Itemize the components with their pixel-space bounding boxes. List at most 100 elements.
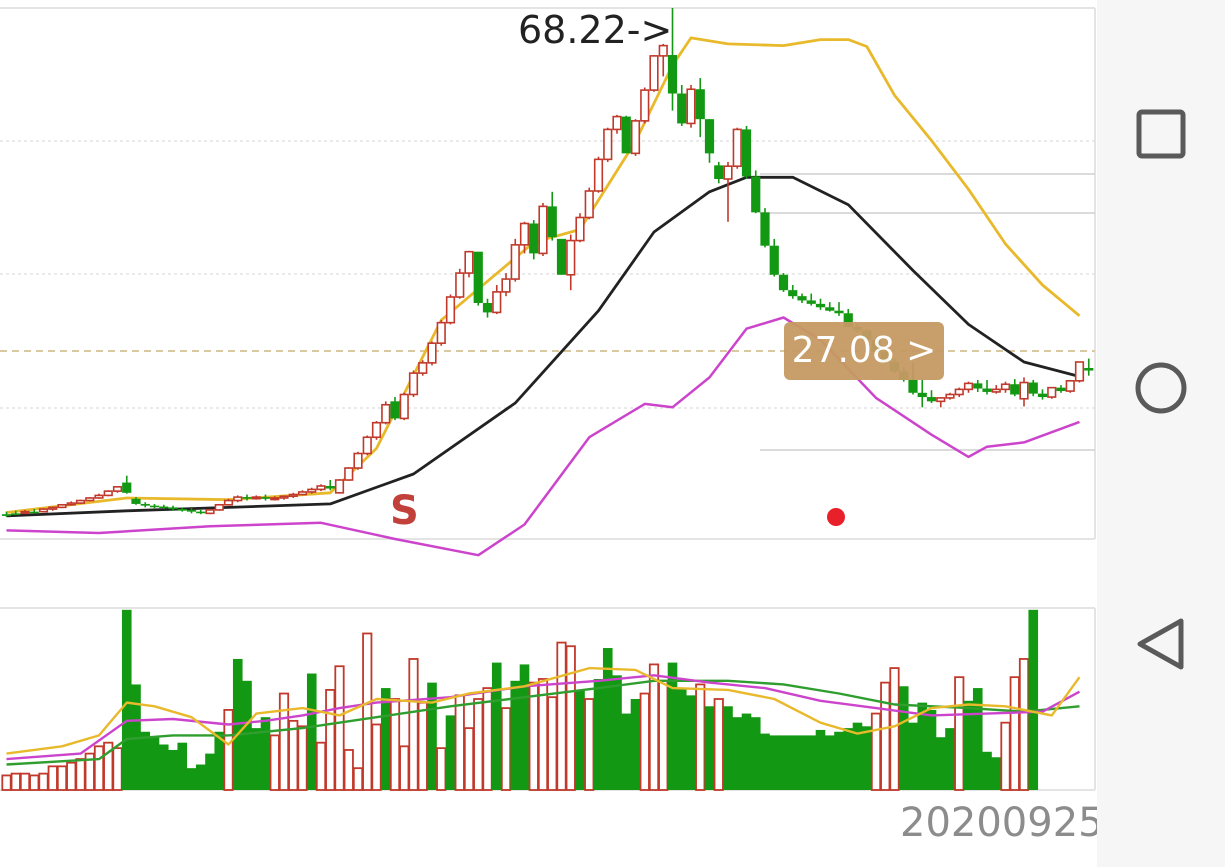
price-ma-black-line [6, 175, 1080, 518]
candle-body-down [917, 392, 927, 398]
volume-bars [1, 609, 1039, 791]
volume-bar-down [575, 689, 585, 790]
volume-bar-down [214, 731, 225, 790]
date-label: 20200925 [900, 800, 1104, 846]
price-ma-magenta-line [6, 316, 1080, 557]
volume-bar-up [315, 741, 327, 791]
candle-body-up [575, 216, 585, 242]
candle-body-down [741, 129, 752, 177]
candle-body-up [399, 393, 409, 420]
candle-body-up [1065, 380, 1075, 392]
volume-bar-up [56, 765, 68, 791]
candle-body-up [38, 508, 49, 513]
volume-bar-up [47, 765, 58, 791]
volume-bar-up [870, 712, 882, 791]
volume-bar-down [445, 715, 456, 790]
candle-body-up [362, 436, 372, 455]
volume-bar-up [38, 772, 49, 791]
candle-body-down [186, 509, 197, 512]
volume-bar-down [806, 735, 817, 790]
volume-bar-down [186, 768, 197, 790]
candlesticks [1, 8, 1094, 517]
candle-body-up [519, 222, 530, 246]
volume-bar-up [223, 709, 234, 791]
stock-chart[interactable] [0, 0, 1097, 867]
candle-body-up [436, 321, 446, 344]
volume-bar-up [408, 658, 419, 791]
candle-body-up [455, 272, 465, 298]
candle-body-up [381, 403, 391, 424]
back-button[interactable] [1123, 608, 1199, 684]
candle-body-up [353, 452, 363, 469]
candle-body-up [963, 382, 974, 391]
candle-body-down [168, 507, 178, 510]
candle-body-up [538, 205, 548, 255]
price-grid [0, 140, 1095, 451]
candle-body-down [547, 206, 557, 238]
volume-bar-down [149, 737, 160, 790]
candle-body-up [205, 509, 215, 515]
candle-body-up [233, 496, 243, 502]
volume-bar-down [732, 717, 743, 790]
candle-body-up [344, 467, 354, 481]
volume-bar-up [362, 632, 373, 791]
volume-bar-up [954, 676, 965, 791]
candle-body-down [806, 300, 816, 304]
volume-bar-down [121, 609, 132, 790]
volume-bar-up [463, 727, 475, 791]
volume-bar-down [676, 688, 687, 790]
candle-body-up [427, 342, 437, 364]
volume-bar-down [843, 728, 854, 790]
price-panel [0, 7, 1096, 557]
volume-bar-down [861, 726, 872, 790]
candle-body-up [1019, 381, 1029, 400]
volume-bar-down [427, 682, 437, 790]
volume-bar-up [713, 698, 724, 791]
volume-bar-down [621, 713, 632, 790]
candle-body-down [482, 303, 493, 313]
volume-bar-down [260, 717, 271, 790]
volume-bar-up [500, 707, 512, 791]
volume-bar-up [389, 698, 401, 791]
home-button[interactable] [1123, 352, 1199, 428]
volume-bar-up [889, 667, 900, 791]
volume-bar-up [75, 758, 86, 791]
candle-body-down [1010, 384, 1020, 395]
volume-bar-up [1009, 676, 1020, 791]
candle-body-down [131, 498, 141, 504]
volume-bar-down [177, 742, 188, 790]
volume-bar-up [352, 767, 364, 791]
volume-bar-up [93, 745, 105, 791]
volume-bar-down [926, 709, 937, 790]
volume-bar-down [945, 728, 955, 790]
volume-bar-down [602, 648, 613, 790]
candle-body-down [325, 485, 335, 489]
volume-ma-green-line [6, 679, 1080, 766]
candle-body-up [48, 506, 58, 510]
candle-body-down [149, 505, 160, 508]
candle-body-down [1084, 367, 1094, 371]
candle-body-down [390, 401, 400, 419]
volume-bar-down [686, 695, 696, 790]
candle-body-down [196, 511, 206, 514]
volume-bar-up [297, 725, 308, 791]
volume-bar-up [547, 696, 558, 791]
volume-bar-down [917, 702, 928, 790]
candle-body-up [279, 495, 289, 499]
latest-price-badge[interactable]: 27.08 > [784, 322, 944, 380]
candle-body-up [630, 120, 641, 155]
candle-body-down [473, 251, 483, 303]
volume-bar-down [158, 744, 169, 790]
candle-body-down [751, 176, 761, 213]
recent-apps-button[interactable] [1123, 98, 1199, 174]
candle-body-up [1000, 383, 1011, 391]
volume-bar-down [140, 731, 151, 790]
candle-body-down [122, 482, 132, 493]
volume-bar-up [417, 701, 428, 791]
volume-bar-down [750, 717, 761, 790]
square-icon [1135, 108, 1187, 164]
volume-bar-up [1018, 658, 1030, 791]
volume-bar-down [852, 722, 863, 790]
candle-body-up [112, 486, 123, 492]
candle-body-down [667, 55, 678, 94]
